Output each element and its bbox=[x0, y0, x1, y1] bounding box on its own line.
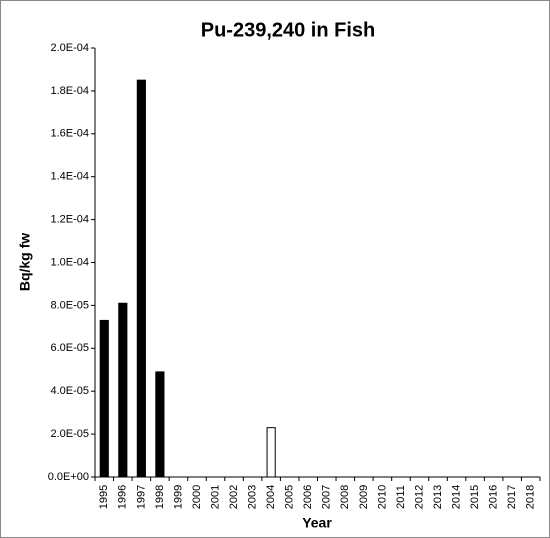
y-tick-label: 2.0E-04 bbox=[50, 42, 89, 54]
x-tick-label: 2007 bbox=[321, 485, 333, 509]
bar bbox=[266, 427, 276, 478]
y-tick-label: 2.0E-05 bbox=[50, 428, 89, 440]
y-tick-label: 4.0E-05 bbox=[50, 385, 89, 397]
x-tick-label: 1998 bbox=[154, 485, 166, 509]
bar bbox=[136, 79, 146, 478]
x-tick-label: 2011 bbox=[395, 485, 407, 509]
chart-title: Pu-239,240 in Fish bbox=[201, 19, 376, 41]
y-tick-label: 1.0E-04 bbox=[50, 256, 89, 268]
y-axis-label: Bq/kg fw bbox=[17, 233, 33, 291]
x-tick-label: 1997 bbox=[135, 485, 147, 509]
x-tick-label: 2010 bbox=[376, 485, 388, 509]
x-tick-label: 2008 bbox=[339, 485, 351, 509]
x-tick-label: 2002 bbox=[228, 485, 240, 509]
x-tick-label: 2014 bbox=[450, 485, 462, 509]
x-tick-label: 2017 bbox=[506, 485, 518, 509]
x-tick-label: 2006 bbox=[302, 485, 314, 509]
x-tick-label: 2000 bbox=[191, 485, 203, 509]
x-tick-label: 1996 bbox=[117, 485, 129, 509]
x-tick-label: 2004 bbox=[265, 485, 277, 509]
x-tick-label: 1999 bbox=[172, 485, 184, 509]
y-tick-label: 1.2E-04 bbox=[50, 214, 89, 226]
x-tick-label: 2012 bbox=[413, 485, 425, 509]
x-tick-label: 2005 bbox=[284, 485, 296, 509]
x-tick-label: 2018 bbox=[525, 485, 537, 509]
x-tick-label: 2001 bbox=[209, 485, 221, 509]
bar bbox=[155, 371, 165, 478]
x-tick-label: 2015 bbox=[469, 485, 481, 509]
y-tick-label: 1.6E-04 bbox=[50, 128, 89, 140]
y-tick-label: 6.0E-05 bbox=[50, 342, 89, 354]
y-tick-label: 8.0E-05 bbox=[50, 299, 89, 311]
x-axis-label: Year bbox=[302, 515, 332, 531]
x-tick-label: 2016 bbox=[488, 485, 500, 509]
x-tick-label: 2013 bbox=[432, 485, 444, 509]
x-tick-label: 2009 bbox=[358, 485, 370, 509]
y-tick-label: 0.0E+00 bbox=[48, 471, 89, 483]
x-tick-label: 1995 bbox=[98, 485, 110, 509]
x-tick-label: 2003 bbox=[247, 485, 259, 509]
bar bbox=[99, 319, 109, 478]
y-tick-label: 1.8E-04 bbox=[50, 85, 89, 97]
bar bbox=[118, 302, 128, 478]
y-tick-label: 1.4E-04 bbox=[50, 171, 89, 183]
